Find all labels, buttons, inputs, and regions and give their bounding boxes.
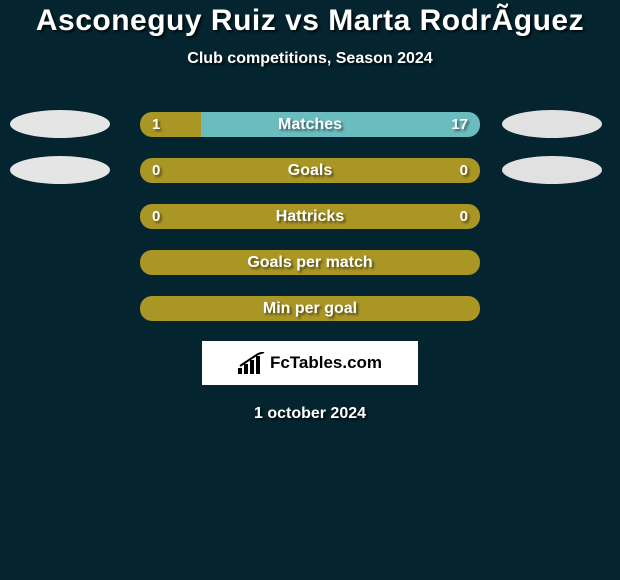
stat-label: Hattricks xyxy=(140,208,480,226)
player-left-marker xyxy=(10,156,110,184)
stat-row: Min per goal xyxy=(0,296,620,321)
stat-label: Min per goal xyxy=(140,300,480,318)
infographic-content: Asconeguy Ruiz vs Marta RodrÃ­guez Club … xyxy=(0,0,620,423)
stat-bar: Min per goal xyxy=(140,296,480,321)
brand-box: FcTables.com xyxy=(202,341,418,385)
stats-container: 117Matches 00Goals 00Hattricks Goals per ma… xyxy=(0,112,620,321)
stat-label: Goals per match xyxy=(140,254,480,272)
stat-bar: 00Goals xyxy=(140,158,480,183)
page-subtitle: Club competitions, Season 2024 xyxy=(0,50,620,68)
stat-label: Goals xyxy=(140,162,480,180)
date-text: 1 october 2024 xyxy=(0,405,620,423)
stat-bar: 117Matches xyxy=(140,112,480,137)
stat-label: Matches xyxy=(140,116,480,134)
brand-logo-icon xyxy=(238,352,266,374)
stat-row: 00Hattricks xyxy=(0,204,620,229)
stat-bar: 00Hattricks xyxy=(140,204,480,229)
player-right-marker xyxy=(502,110,602,138)
stat-row: Goals per match xyxy=(0,250,620,275)
stat-row: 00Goals xyxy=(0,158,620,183)
player-left-marker xyxy=(10,110,110,138)
player-right-marker xyxy=(502,156,602,184)
brand-text: FcTables.com xyxy=(270,353,382,373)
stat-row: 117Matches xyxy=(0,112,620,137)
stat-bar: Goals per match xyxy=(140,250,480,275)
page-title: Asconeguy Ruiz vs Marta RodrÃ­guez xyxy=(0,4,620,38)
